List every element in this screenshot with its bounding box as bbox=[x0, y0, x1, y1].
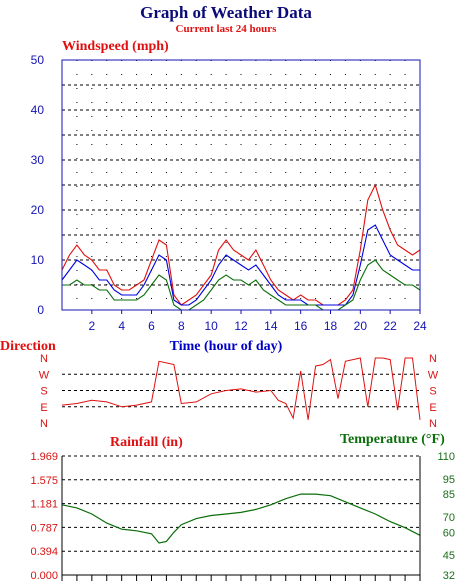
wind-x-axis-label: Time (hour of day) bbox=[170, 339, 283, 354]
direction-label-left: N bbox=[40, 418, 48, 430]
temperature-y-tick-label: 85 bbox=[443, 489, 455, 501]
temperature-y-tick-label: 45 bbox=[443, 550, 455, 562]
wind-x-tick-label: 22 bbox=[383, 319, 397, 333]
wind-x-tick-label: 10 bbox=[204, 319, 218, 333]
wind-x-tick-label: 18 bbox=[324, 319, 338, 333]
wind-y-tick-label: 10 bbox=[31, 253, 45, 267]
wind-x-tick-label: 12 bbox=[234, 319, 248, 333]
wind-series-line bbox=[62, 259, 421, 311]
direction-series-line bbox=[61, 357, 421, 420]
chart-subtitle: Current last 24 hours bbox=[176, 23, 278, 35]
wind-x-tick-label: 4 bbox=[118, 319, 125, 333]
wind-x-tick-label: 8 bbox=[178, 319, 185, 333]
wind-y-tick-label: 0 bbox=[37, 303, 44, 317]
direction-label-left: E bbox=[40, 402, 47, 414]
rainfall-panel-title: Rainfall (in) bbox=[110, 435, 183, 450]
wind-y-tick-label: 40 bbox=[31, 103, 45, 117]
chart-title: Graph of Weather Data bbox=[140, 3, 312, 22]
temperature-y-tick-labels: 32 45 60 70 85 95 110 bbox=[437, 451, 455, 582]
direction-axis-label: Direction bbox=[0, 339, 56, 354]
temperature-panel-title: Temperature (°F) bbox=[340, 432, 445, 447]
direction-series bbox=[61, 357, 421, 420]
direction-grid bbox=[62, 373, 420, 408]
rain-temp-grid bbox=[62, 455, 420, 552]
rainfall-y-tick-label: 0.000 bbox=[30, 570, 58, 582]
rainfall-y-tick-label: 1.575 bbox=[30, 475, 58, 487]
wind-y-tick-label: 30 bbox=[31, 153, 45, 167]
temperature-y-tick-label: 70 bbox=[443, 512, 455, 524]
direction-label-right: N bbox=[429, 353, 437, 365]
wind-grid bbox=[62, 60, 420, 310]
temperature-series-line bbox=[61, 493, 421, 544]
direction-label-right: E bbox=[429, 402, 436, 414]
wind-x-tick-label: 24 bbox=[413, 319, 427, 333]
temperature-y-tick-label: 32 bbox=[443, 570, 455, 582]
wind-y-tick-label: 20 bbox=[31, 203, 45, 217]
direction-label-left: W bbox=[39, 369, 50, 381]
wind-panel-title: Windspeed (mph) bbox=[62, 39, 169, 54]
temperature-y-tick-label: 110 bbox=[437, 451, 455, 463]
rainfall-y-tick-label: 0.787 bbox=[30, 522, 58, 534]
rainfall-y-tick-label: 1.969 bbox=[30, 451, 58, 463]
wind-y-tick-labels: 0 10 20 30 40 50 bbox=[31, 53, 45, 317]
direction-label-left: S bbox=[40, 386, 47, 398]
rain-temp-x-ticks bbox=[61, 575, 421, 581]
wind-series-line bbox=[61, 183, 421, 306]
wind-x-tick-labels: 2 4 6 8 10 12 14 16 18 20 22 24 bbox=[88, 310, 427, 333]
rainfall-y-tick-label: 1.181 bbox=[30, 499, 58, 511]
wind-x-tick-label: 14 bbox=[264, 319, 278, 333]
rainfall-y-tick-label: 0.394 bbox=[30, 546, 58, 558]
wind-series bbox=[61, 183, 421, 311]
wind-plot-frame bbox=[61, 59, 421, 311]
wind-y-tick-label: 50 bbox=[31, 53, 45, 67]
wind-x-tick-label: 6 bbox=[148, 319, 155, 333]
direction-label-right: S bbox=[429, 386, 436, 398]
rainfall-y-tick-labels: 0.000 0.394 0.787 1.181 1.575 1.969 bbox=[30, 451, 58, 582]
direction-label-right: N bbox=[429, 418, 437, 430]
wind-x-tick-label: 16 bbox=[294, 319, 308, 333]
rain-temp-series bbox=[61, 493, 421, 544]
temperature-y-tick-label: 95 bbox=[443, 474, 455, 486]
direction-y-labels: N NW WS SE EN N bbox=[39, 353, 439, 430]
wind-x-tick-label: 2 bbox=[88, 319, 95, 333]
direction-label-left: N bbox=[40, 353, 48, 365]
temperature-y-tick-label: 60 bbox=[443, 527, 455, 539]
wind-x-tick-label: 20 bbox=[354, 319, 368, 333]
direction-label-right: W bbox=[428, 369, 439, 381]
wind-series-line bbox=[61, 224, 420, 306]
